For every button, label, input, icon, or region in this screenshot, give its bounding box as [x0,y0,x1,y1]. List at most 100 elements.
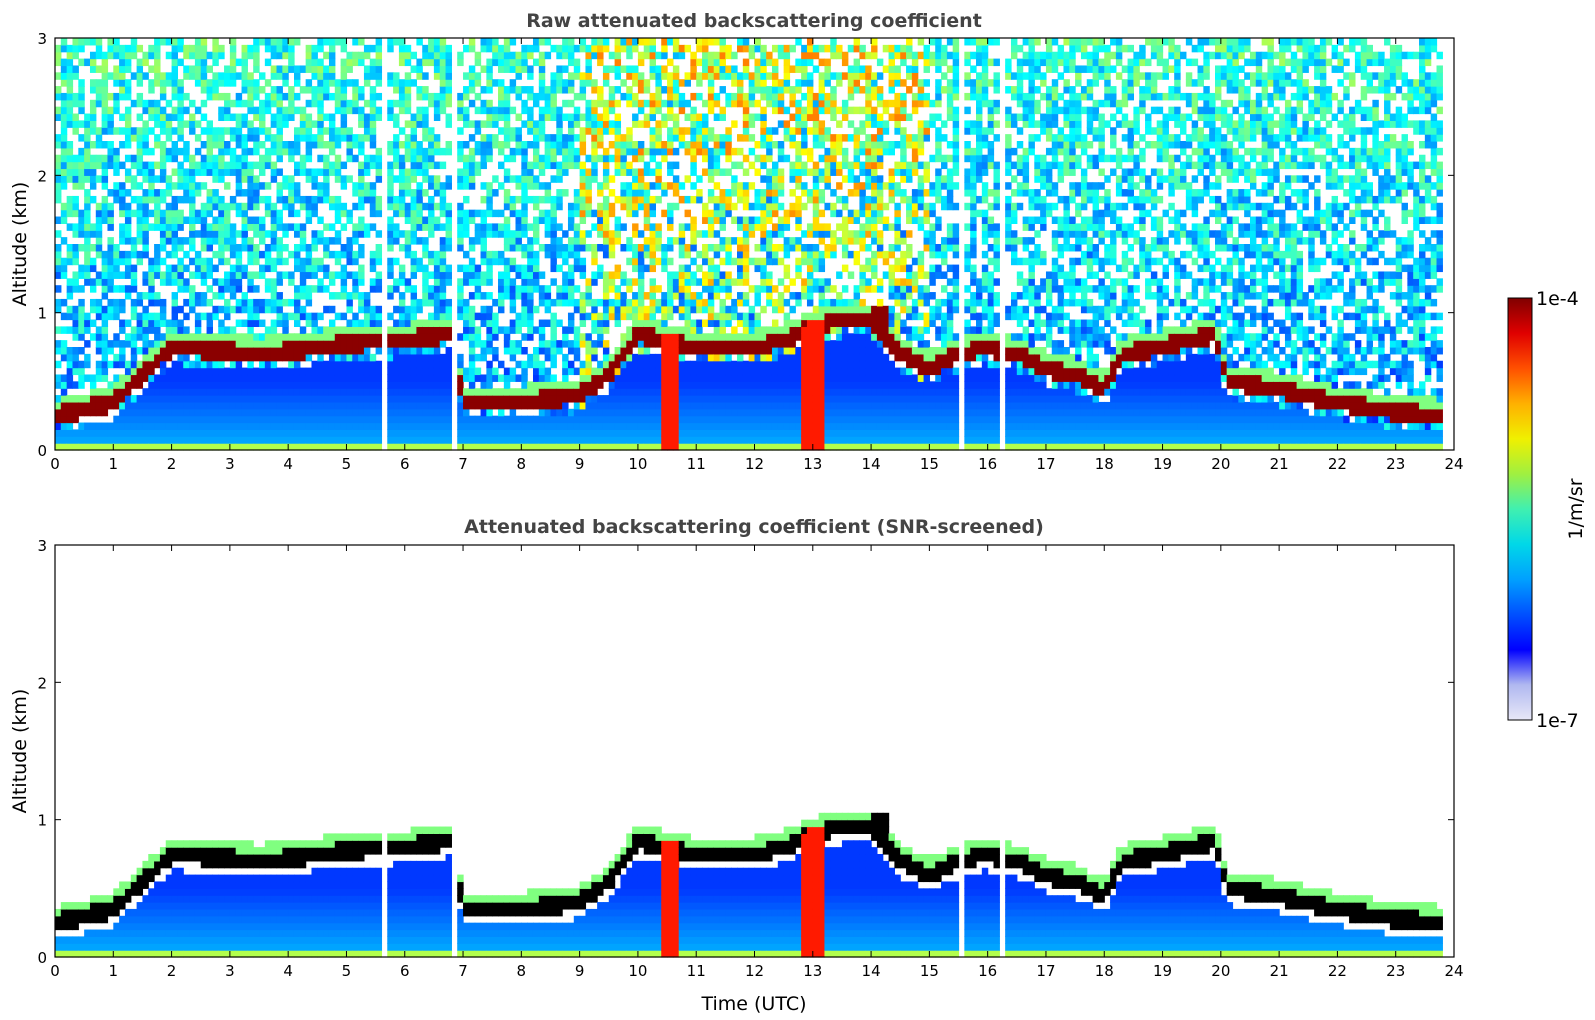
heatmap-cell [148,271,155,279]
heatmap-cell [270,113,278,121]
heatmap-cell [334,230,342,238]
heatmap-cell [626,305,633,314]
heatmap-cell [148,168,155,176]
heatmap-cell [696,92,703,101]
heatmap-cell [614,154,622,163]
heatmap-cell [101,285,109,293]
heatmap-cell [532,271,540,279]
heatmap-cell [672,292,680,300]
heatmap-cell [521,189,528,197]
heatmap-cell [719,216,726,224]
heatmap-cell [707,292,715,300]
heatmap-cell [492,106,499,115]
heatmap-cell [532,395,540,403]
heatmap-cell [398,436,406,444]
heatmap-cell [486,58,493,67]
heatmap-cell [707,58,715,67]
heatmap-cell [66,120,74,128]
heatmap-cell [317,120,324,128]
heatmap-cell [328,422,336,430]
heatmap-cell [457,230,464,238]
heatmap-cell [637,285,645,293]
heatmap-cell [521,443,528,451]
heatmap-cell [276,154,283,163]
heatmap-cell [678,244,686,252]
heatmap-cell [684,415,691,424]
heatmap-cell [404,44,412,53]
heatmap-cell [585,120,592,128]
heatmap-cell [311,237,318,245]
heatmap-cell [229,292,237,300]
heatmap-cell [60,147,68,156]
heatmap-cell [544,195,552,204]
heatmap-cell [439,353,447,362]
heatmap-cell [591,319,598,327]
heatmap-cell [60,388,68,396]
heatmap-cell [538,65,546,73]
heatmap-cell [346,367,353,376]
heatmap-cell [235,168,243,176]
heatmap-cell [573,367,581,376]
heatmap-cell [614,436,622,444]
heatmap-cell [107,38,114,46]
heatmap-cell [696,415,703,424]
heatmap-cell [463,436,470,444]
heatmap-cell [398,99,406,108]
heatmap-cell [468,209,476,218]
heatmap-cell [352,326,359,334]
heatmap-cell [486,264,493,273]
heatmap-cell [288,223,295,231]
heatmap-cell [136,79,144,87]
heatmap-cell [259,298,266,307]
heatmap-cell [562,86,569,94]
heatmap-cell [253,298,260,307]
heatmap-cell [655,237,662,245]
heatmap-cell [591,374,598,382]
heatmap-cell [358,278,365,286]
heatmap-cell [707,271,715,279]
heatmap-cell [78,326,85,334]
heatmap-cell [655,401,662,410]
heatmap-cell [532,415,540,424]
heatmap-cell [84,127,91,135]
heatmap-cell [643,237,651,245]
heatmap-cell [358,264,365,273]
heatmap-cell [509,443,517,451]
heatmap-cell [241,415,248,424]
heatmap-cell [165,237,173,245]
heatmap-cell [124,58,132,67]
heatmap-cell [457,99,464,108]
heatmap-cell [89,388,97,396]
heatmap-cell [270,429,278,437]
heatmap-cell [655,99,662,108]
heatmap-cell [142,250,149,259]
heatmap-cell [113,395,120,403]
heatmap-cell [218,161,225,170]
heatmap-cell [113,250,120,259]
heatmap-cell [672,38,680,46]
heatmap-cell [305,347,313,355]
heatmap-cell [567,422,575,430]
heatmap-cell [253,202,260,211]
heatmap-cell [136,58,144,67]
heatmap-cell [328,168,336,176]
heatmap-cell [398,443,406,451]
heatmap-cell [218,436,225,444]
heatmap-cell [113,271,120,279]
heatmap-cell [247,99,254,108]
heatmap-cell [241,189,248,197]
heatmap-cell [690,223,697,231]
heatmap-cell [404,401,412,410]
heatmap-cell [387,292,394,300]
heatmap-cell [532,326,540,334]
heatmap-cell [229,285,237,293]
heatmap-cell [328,353,336,362]
heatmap-cell [334,106,342,115]
heatmap-cell [305,154,313,163]
heatmap-cell [632,209,639,218]
heatmap-cell [614,374,622,382]
heatmap-cell [457,305,464,314]
heatmap-cell [585,429,592,437]
heatmap-cell [183,429,190,437]
heatmap-cell [468,401,476,410]
